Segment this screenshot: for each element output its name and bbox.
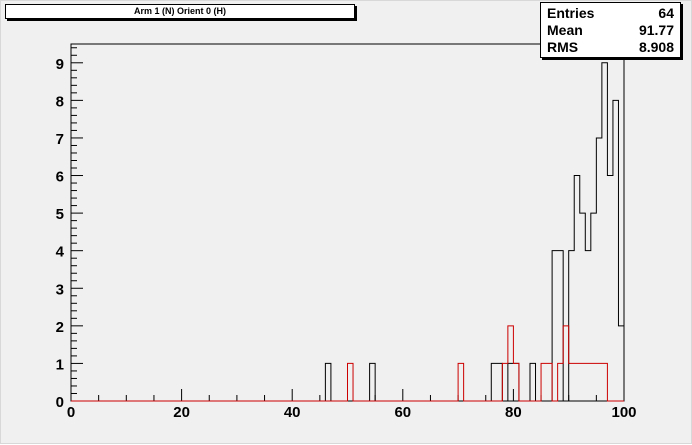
histogram-bin (547, 363, 553, 401)
histogram-bin (569, 363, 575, 401)
stats-value-entries: 64 (658, 5, 674, 21)
histogram-bin (602, 363, 608, 401)
y-tick-label: 5 (56, 206, 64, 223)
histogram-bin (574, 363, 580, 401)
x-tick-label: 40 (284, 404, 301, 421)
y-tick-label: 1 (56, 356, 64, 373)
y-tick-label: 6 (56, 169, 64, 186)
histogram-bin (558, 363, 564, 401)
histogram-bin (458, 363, 464, 401)
histogram-bin (596, 138, 602, 401)
stats-box: Entries 64 Mean 91.77 RMS 8.908 (540, 2, 681, 58)
stats-row-mean: Mean 91.77 (547, 22, 674, 39)
histogram-bin (602, 63, 608, 401)
histogram-bin (613, 100, 619, 401)
y-tick-label: 8 (56, 93, 64, 110)
y-tick-label: 9 (56, 56, 64, 73)
histogram-bin (580, 363, 586, 401)
histogram-bin (502, 363, 508, 401)
histogram-series-1 (71, 325, 624, 402)
y-tick-label: 2 (56, 319, 64, 336)
histogram-bin (591, 363, 597, 401)
stats-row-entries: Entries 64 (547, 5, 674, 22)
plot-frame (70, 43, 625, 402)
histogram-bin (348, 363, 354, 401)
stats-key-entries: Entries (547, 5, 595, 21)
histogram-bin (563, 326, 569, 401)
stats-key-rms: RMS (547, 39, 579, 55)
histogram-bin (552, 251, 558, 401)
stats-value-mean: 91.77 (638, 22, 674, 38)
x-tick-label: 60 (394, 404, 411, 421)
y-tick-label: 7 (56, 131, 64, 148)
histogram-bin (513, 363, 519, 401)
chart-title: Arm 1 (N) Orient 0 (H) (5, 4, 355, 19)
histogram-bin (497, 363, 503, 401)
histogram-bin (530, 363, 536, 401)
x-tick-label: 0 (67, 404, 75, 421)
x-tick-label: 100 (611, 404, 636, 421)
histogram-bin (491, 363, 497, 401)
histogram-bin (508, 326, 514, 401)
stats-row-rms: RMS 8.908 (547, 39, 674, 56)
y-tick-label: 4 (56, 244, 65, 261)
stats-key-mean: Mean (547, 22, 583, 38)
histogram-bin (370, 363, 376, 401)
y-tick-label: 0 (56, 394, 64, 411)
histogram-series-0 (71, 44, 625, 402)
x-tick-label: 20 (173, 404, 190, 421)
histogram-bin (325, 363, 331, 401)
x-tick-label: 80 (505, 404, 522, 421)
histogram-bin (596, 363, 602, 401)
histogram-bin (607, 176, 613, 401)
histogram-bin (618, 326, 624, 401)
histogram-bin (541, 363, 547, 401)
histogram-bin (585, 363, 591, 401)
y-tick-label: 3 (56, 281, 64, 298)
stats-value-rms: 8.908 (638, 39, 674, 55)
